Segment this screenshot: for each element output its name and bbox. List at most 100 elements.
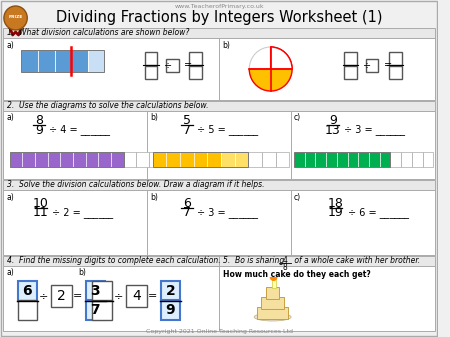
Text: ÷ 6 = ______: ÷ 6 = ______ [347,208,409,218]
Bar [294,152,391,167]
Bar [48,152,60,167]
Bar [166,59,179,71]
Bar [365,59,378,71]
Bar [136,152,149,167]
Bar [86,281,105,301]
Bar [380,152,391,167]
Text: b): b) [222,41,230,50]
Bar [234,152,248,167]
Text: ÷ 3 = ______: ÷ 3 = ______ [344,125,405,135]
Bar [51,285,72,307]
Bar [22,50,104,72]
Bar [194,152,207,167]
Text: ÷: ÷ [363,60,371,70]
Bar [344,52,357,64]
Bar [88,50,104,72]
Text: 7: 7 [183,123,191,136]
Bar [180,152,194,167]
Bar [86,300,105,320]
Text: 9: 9 [166,303,175,317]
Bar [221,152,234,167]
Text: ÷: ÷ [163,60,172,70]
Text: ÷ 3 = ______: ÷ 3 = ______ [197,208,258,218]
Text: 11: 11 [33,207,49,219]
Wedge shape [249,47,292,91]
Bar [161,300,180,320]
Text: 3.  Solve the division calculations below. Draw a diagram if it helps.: 3. Solve the division calculations below… [7,180,264,189]
Bar [266,287,279,299]
Bar [166,152,180,167]
Text: 3: 3 [90,284,100,298]
Bar [3,101,435,111]
Bar [257,307,288,319]
Text: 9: 9 [329,114,337,127]
Ellipse shape [254,313,291,321]
Text: of a whole cake with her brother.: of a whole cake with her brother. [292,256,420,265]
Bar [38,50,54,72]
Bar [347,152,358,167]
Bar [207,152,221,167]
Bar [305,152,315,167]
Text: 5: 5 [183,114,191,127]
Text: 4: 4 [132,289,141,303]
Bar [144,52,157,64]
Bar [144,65,157,79]
Text: a): a) [7,113,14,122]
Bar [93,281,112,301]
Bar [124,152,136,167]
Text: a): a) [7,193,14,202]
Text: Copyright 2021 Online Teaching Resources Ltd: Copyright 2021 Online Teaching Resources… [145,330,292,335]
Bar [73,152,86,167]
Bar [401,152,412,167]
Text: 8: 8 [35,114,43,127]
Text: b): b) [150,193,158,202]
Text: a): a) [7,41,14,50]
Wedge shape [270,47,292,69]
Bar [3,180,435,190]
Text: 2: 2 [57,289,66,303]
Text: 9: 9 [35,123,43,136]
Bar [99,152,111,167]
Text: How much cake do they each get?: How much cake do they each get? [223,270,371,279]
Bar [358,152,369,167]
Text: a): a) [7,268,14,277]
Bar [10,152,124,167]
Bar [189,65,202,79]
Text: Dividing Fractions by Integers Worksheet (1): Dividing Fractions by Integers Worksheet… [56,10,382,25]
Bar [149,152,162,167]
Text: ÷: ÷ [114,291,123,301]
Bar [248,152,262,167]
Bar [272,278,275,288]
Text: =: = [383,60,392,70]
Bar [315,152,326,167]
Bar [60,152,73,167]
Text: =: = [148,291,158,301]
Bar [93,300,112,320]
Text: PRIZE: PRIZE [9,15,23,19]
Bar [111,152,124,167]
Bar [391,152,401,167]
Bar [3,28,435,38]
Bar [153,152,248,167]
Bar [189,52,202,64]
Text: 2.  Use the diagrams to solve the calculations below.: 2. Use the diagrams to solve the calcula… [7,101,208,110]
Text: 7: 7 [183,207,191,219]
Bar [3,38,435,100]
Bar [3,190,435,255]
Bar [18,281,37,301]
Bar [71,50,88,72]
Text: www.TeacherofPrimary.co.uk: www.TeacherofPrimary.co.uk [174,4,264,9]
Text: ÷: ÷ [39,291,49,301]
Text: 4.  Find the missing digits to complete each calculation.: 4. Find the missing digits to complete e… [7,256,220,265]
Bar [326,152,337,167]
Bar [10,152,22,167]
Text: 13: 13 [325,123,341,136]
Circle shape [4,6,27,30]
Bar [344,65,357,79]
Bar [22,152,35,167]
Bar [262,152,275,167]
Text: c): c) [294,113,301,122]
Bar [423,152,433,167]
Text: 19: 19 [328,207,344,219]
Text: b): b) [150,113,158,122]
